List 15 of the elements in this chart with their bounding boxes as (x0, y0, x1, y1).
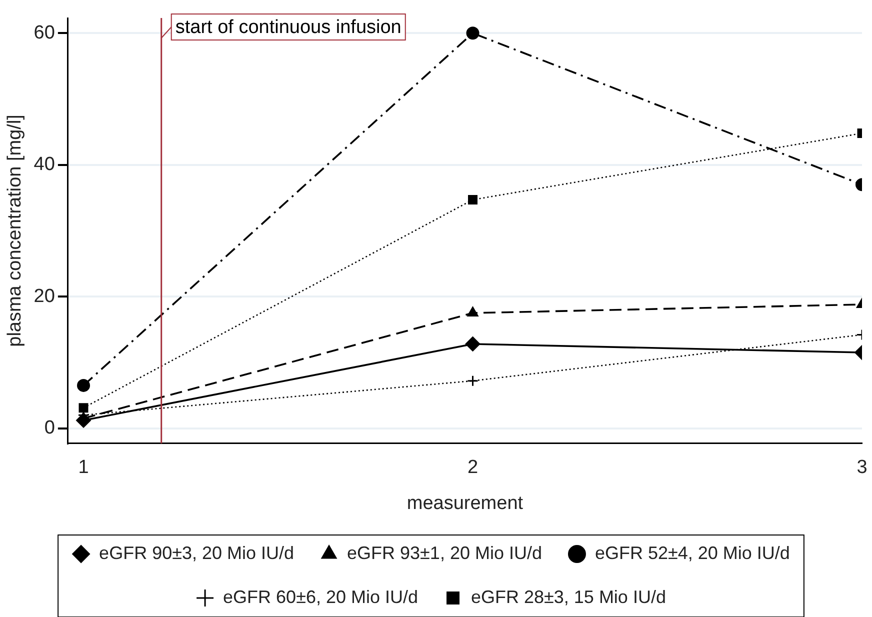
x-tick-label: 3 (856, 457, 868, 478)
legend-label: eGFR 60±6, 20 Mio IU/d (223, 586, 418, 607)
x-tick-label: 2 (467, 457, 478, 478)
y-tick-label: 40 (34, 154, 55, 176)
y-tick-label: 20 (34, 286, 55, 307)
x-axis-title: measurement (406, 492, 524, 514)
ref-line-label: start of continuous infusion (175, 17, 402, 38)
y-axis-title: plasma concentration [mg/l] (4, 114, 26, 347)
legend-label: eGFR 90±3, 20 Mio IU/d (99, 542, 294, 563)
y-tick-label: 60 (34, 22, 55, 44)
y-tick-label: 0 (44, 417, 55, 438)
legend-label: eGFR 93±1, 20 Mio IU/d (347, 542, 542, 563)
legend-label: eGFR 52±4, 20 Mio IU/d (594, 542, 790, 563)
legend-label: eGFR 28±3, 15 Mio IU/d (471, 586, 666, 607)
x-tick-label: 1 (78, 457, 89, 478)
